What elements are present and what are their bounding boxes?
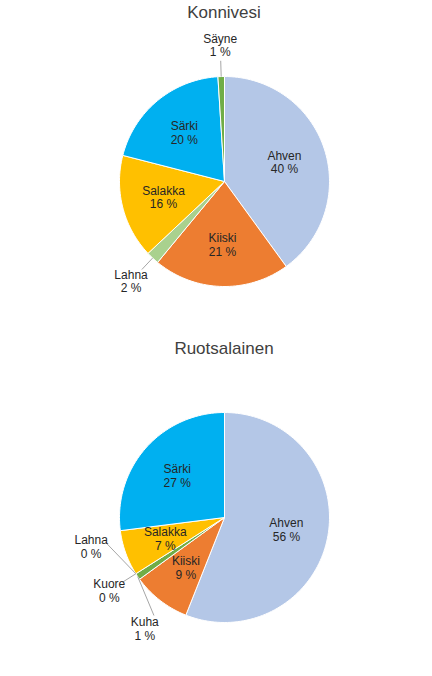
svg-text:Särki20 %: Särki20 % — [171, 119, 199, 147]
svg-text:Säyne1 %: Säyne1 % — [203, 32, 237, 60]
svg-text:Lahna0 %: Lahna0 % — [74, 533, 108, 561]
svg-text:Kuore0 %: Kuore0 % — [93, 577, 125, 605]
svg-text:Kuha1 %: Kuha1 % — [131, 615, 159, 643]
svg-text:Lahna2 %: Lahna2 % — [114, 268, 148, 296]
svg-text:Ahven56 %: Ahven56 % — [269, 516, 303, 544]
svg-text:Ahven40 %: Ahven40 % — [267, 149, 301, 177]
html-text:Konnivesi: Konnivesi — [187, 3, 261, 22]
svg-text:Salakka7 %: Salakka7 % — [144, 525, 187, 553]
svg-text:Salakka16 %: Salakka16 % — [142, 184, 185, 212]
svg-text:Särki27 %: Särki27 % — [164, 462, 192, 490]
html-text:Ruotsalainen: Ruotsalainen — [174, 339, 274, 358]
svg-text:Kiiski21 %: Kiiski21 % — [209, 231, 237, 259]
svg-text:Kiiski9 %: Kiiski9 % — [172, 554, 200, 582]
